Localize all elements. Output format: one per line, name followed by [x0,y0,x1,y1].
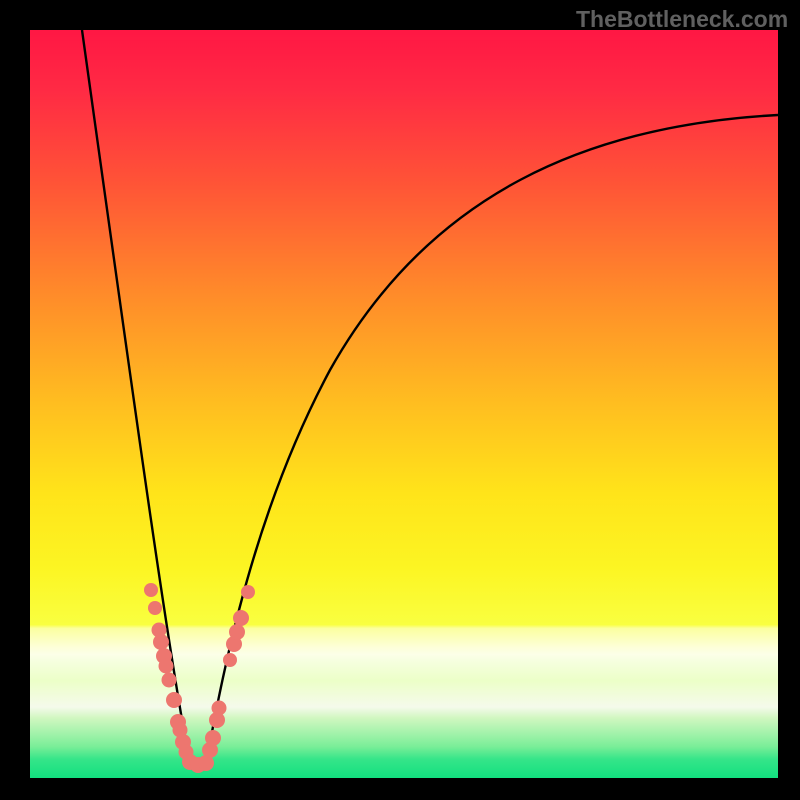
data-marker [229,624,245,640]
data-marker [162,673,177,688]
data-marker [212,701,227,716]
data-marker [144,583,158,597]
data-marker [159,659,174,674]
data-marker [223,653,237,667]
watermark-text: TheBottleneck.com [576,6,788,33]
markers-layer [30,30,778,778]
data-marker [205,730,221,746]
chart-container: TheBottleneck.com [0,0,800,800]
data-marker [233,610,249,626]
plot-area [30,30,778,778]
data-marker [241,585,255,599]
data-marker [148,601,162,615]
data-marker [166,692,182,708]
